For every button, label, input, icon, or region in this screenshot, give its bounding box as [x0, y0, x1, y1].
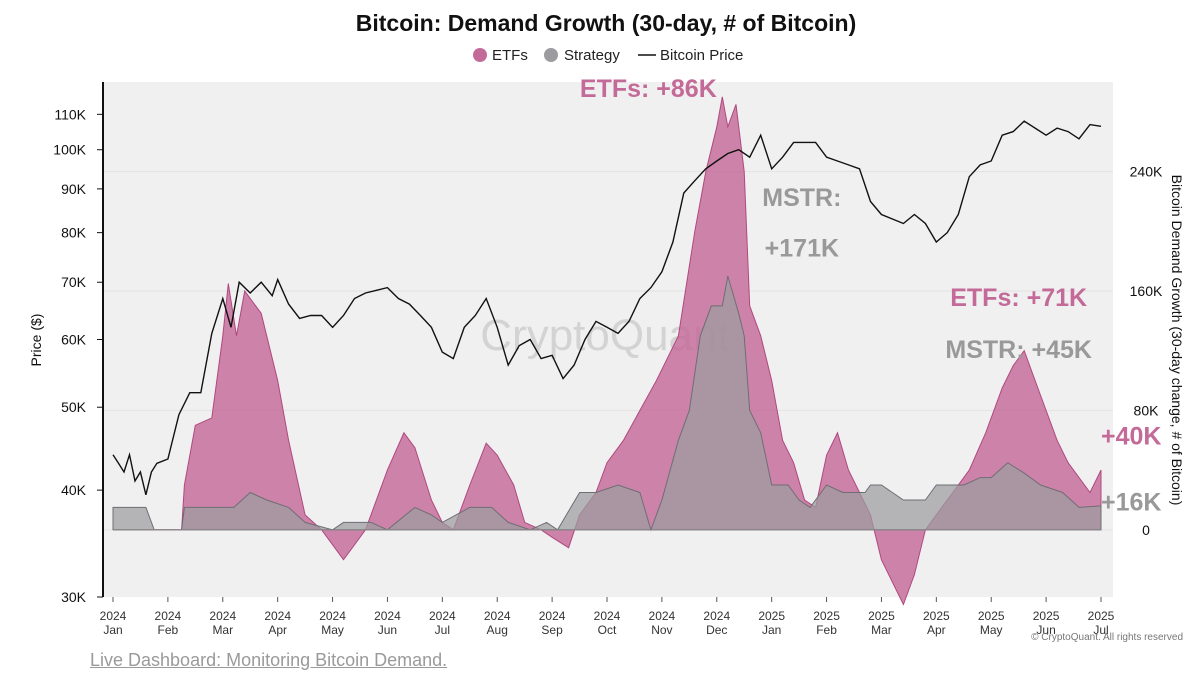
annotation-label: +40K	[1101, 423, 1161, 451]
x-tick-year: 2024	[100, 609, 127, 623]
x-tick-year: 2025	[923, 609, 950, 623]
right-tick-label: 160K	[1130, 283, 1163, 299]
left-tick-label: 70K	[61, 274, 87, 290]
right-axis-label: Bitcoin Demand Growth (30-day change, # …	[1169, 175, 1185, 506]
left-tick-label: 50K	[61, 399, 87, 415]
right-axis-ticks: 0 80K 160K 240K	[1130, 164, 1163, 538]
x-axis-ticks: 2024Jan2024Feb2024Mar2024Apr2024May2024J…	[100, 597, 1115, 637]
x-tick-month: Jan	[762, 623, 781, 637]
left-tick-label: 30K	[61, 589, 87, 605]
x-tick-month: Sep	[541, 623, 563, 637]
chart-title: Bitcoin: Demand Growth (30-day, # of Bit…	[356, 10, 857, 36]
legend-etfs-icon	[473, 48, 487, 62]
x-tick-month: Feb	[816, 623, 837, 637]
x-tick-year: 2024	[429, 609, 456, 623]
x-tick-year: 2024	[649, 609, 676, 623]
x-tick-year: 2025	[978, 609, 1005, 623]
left-tick-label: 40K	[61, 482, 87, 498]
x-tick-month: May	[321, 623, 344, 637]
annotation-label: +16K	[1101, 488, 1161, 516]
x-tick-year: 2025	[758, 609, 785, 623]
x-tick-month: Jul	[435, 623, 450, 637]
annotation-label: ETFs: +71K	[950, 284, 1087, 312]
x-tick-month: Jun	[378, 623, 397, 637]
annotation-label: MSTR: +45K	[945, 336, 1092, 364]
x-tick-year: 2025	[1033, 609, 1060, 623]
annotation-label: ETFs: +86K	[580, 75, 717, 103]
x-tick-month: Jun	[1036, 623, 1055, 637]
x-tick-year: 2024	[484, 609, 511, 623]
x-tick-year: 2024	[264, 609, 291, 623]
right-tick-label: 240K	[1130, 164, 1163, 180]
left-tick-label: 90K	[61, 181, 87, 197]
left-axis-ticks: 30K 40K 50K 60K 70K 80K 90K 100K 110K	[53, 106, 103, 605]
x-tick-year: 2025	[1088, 609, 1115, 623]
legend-strategy-icon	[544, 48, 558, 62]
credit-text: © CryptoQuant. All rights reserved	[1031, 632, 1183, 643]
x-tick-month: Jan	[103, 623, 122, 637]
x-tick-year: 2025	[813, 609, 840, 623]
x-tick-month: Mar	[212, 623, 233, 637]
right-tick-label: 0	[1142, 522, 1150, 538]
x-tick-year: 2024	[374, 609, 401, 623]
x-tick-year: 2024	[155, 609, 182, 623]
x-tick-year: 2024	[703, 609, 730, 623]
x-tick-year: 2024	[319, 609, 346, 623]
series-layer	[112, 96, 1102, 606]
annotation-label: +171K	[765, 235, 839, 263]
x-tick-month: Oct	[598, 623, 617, 637]
legend: ETFs Strategy Bitcoin Price	[473, 47, 743, 64]
left-tick-label: 60K	[61, 332, 87, 348]
x-tick-month: Apr	[927, 623, 946, 637]
bitcoin-price-line	[112, 120, 1102, 495]
strategy-area	[112, 275, 1102, 532]
x-tick-month: Apr	[268, 623, 287, 637]
annotations: ETFs: +86K MSTR: +171K ETFs: +71K MSTR: +45K…	[580, 75, 1162, 516]
legend-price-label: Bitcoin Price	[660, 47, 743, 64]
dashboard-link[interactable]: Live Dashboard: Monitoring Bitcoin Deman…	[90, 650, 448, 670]
x-tick-month: May	[980, 623, 1003, 637]
x-tick-month: Dec	[706, 623, 727, 637]
x-tick-year: 2024	[539, 609, 566, 623]
legend-strategy-label: Strategy	[564, 47, 620, 64]
legend-etfs-label: ETFs	[492, 47, 528, 64]
x-tick-month: Jul	[1093, 623, 1108, 637]
x-tick-month: Aug	[487, 623, 508, 637]
x-tick-month: Feb	[158, 623, 179, 637]
x-tick-month: Nov	[651, 623, 672, 637]
left-axis-label: Price ($)	[28, 314, 44, 367]
x-tick-year: 2024	[209, 609, 236, 623]
x-tick-month: Mar	[871, 623, 892, 637]
x-tick-year: 2024	[594, 609, 621, 623]
right-tick-label: 80K	[1134, 402, 1160, 418]
left-tick-label: 80K	[61, 225, 87, 241]
x-tick-year: 2025	[868, 609, 895, 623]
left-tick-label: 110K	[54, 106, 86, 122]
annotation-label: MSTR:	[762, 184, 841, 212]
left-tick-label: 100K	[53, 142, 86, 158]
